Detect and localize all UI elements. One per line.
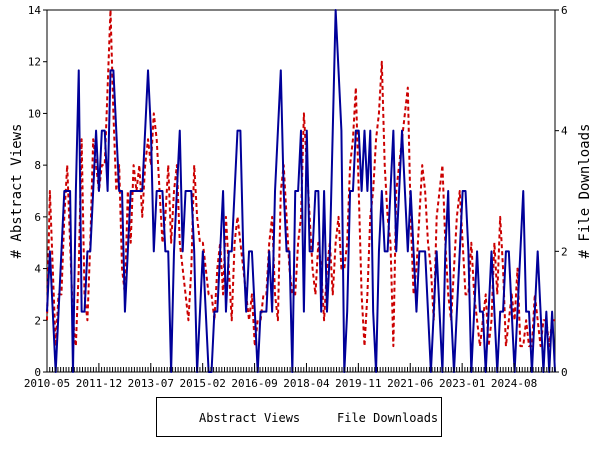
y-tick-label: 14 <box>28 4 42 17</box>
y-tick-label: 8 <box>34 159 41 172</box>
x-tick-label: 2019-11 <box>335 377 381 390</box>
y2-tick-label: 4 <box>561 125 568 138</box>
x-tick-label: 2023-01 <box>439 377 485 390</box>
x-tick-label: 2010-05 <box>24 377 70 390</box>
y-tick-label: 6 <box>34 211 41 224</box>
x-tick-label: 2018-04 <box>283 377 330 390</box>
legend: Abstract Views File Downloads <box>156 397 442 437</box>
y-tick-label: 4 <box>34 263 41 276</box>
series-line-file-downloads <box>46 9 556 373</box>
series-line-abstract-views <box>46 9 555 348</box>
y2-axis-label: # File Downloads <box>577 124 593 259</box>
x-tick-label: 2021-06 <box>387 377 433 390</box>
x-tick-label: 2024-08 <box>491 377 537 390</box>
y2-tick-label: 0 <box>561 366 568 379</box>
y-tick-label: 12 <box>28 56 41 69</box>
y-axis-label: # Abstract Views <box>9 124 25 259</box>
y2-tick-label: 6 <box>561 4 568 17</box>
y-tick-label: 0 <box>34 366 41 379</box>
legend-label: Abstract Views <box>199 411 301 425</box>
x-tick-label: 2013-07 <box>128 377 174 390</box>
y2-tick-label: 2 <box>561 245 568 258</box>
y-tick-label: 10 <box>28 107 41 120</box>
series-layer <box>46 9 556 373</box>
legend-label: File Downloads <box>337 411 439 425</box>
x-tick-label: 2015-02 <box>179 377 225 390</box>
axes-layer: 0 2 4 6 8 10 12 14 0 2 4 6 2010-05 2011-12 2013-07 2015… <box>24 4 568 390</box>
y-tick-label: 2 <box>34 314 41 327</box>
x-tick-label: 2011-12 <box>76 377 122 390</box>
x-tick-label: 2016-09 <box>231 377 277 390</box>
